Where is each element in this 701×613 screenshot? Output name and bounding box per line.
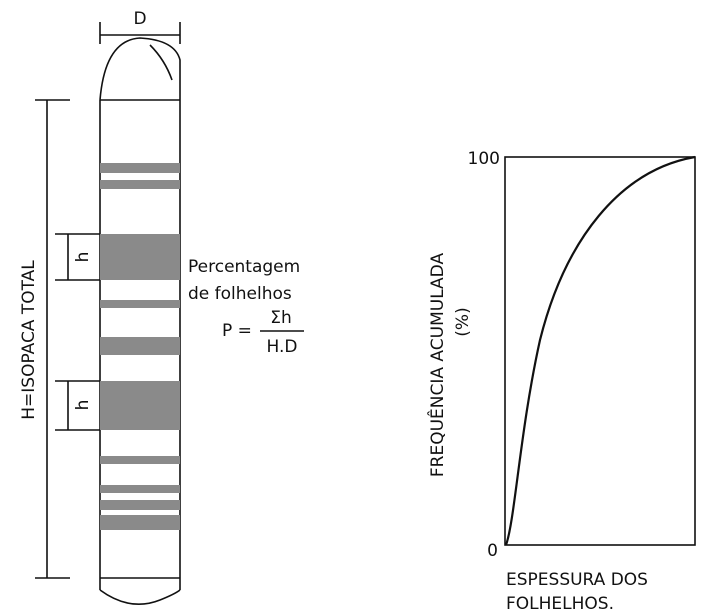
x-axis-label: FOLHELHOS. (506, 594, 614, 613)
x-axis-label: ESPESSURA DOS (506, 570, 648, 590)
diameter-dimension (99, 22, 181, 44)
y-axis-unit: (%) (453, 307, 473, 336)
shale-band (100, 300, 180, 308)
annotation-line: Percentagem (188, 257, 300, 277)
shale-band (100, 337, 180, 355)
shale-band (100, 234, 180, 280)
annotation-line: de folhelhos (188, 284, 292, 304)
core-bottom (99, 577, 181, 606)
shale-band (100, 456, 180, 464)
shale-band (100, 180, 180, 189)
bed-dimension (55, 233, 100, 281)
core-top (99, 37, 181, 101)
formula-denominator: H.D (267, 337, 298, 357)
core (99, 37, 181, 606)
bed-dimension (55, 380, 100, 431)
formula-numerator: Σh (270, 308, 292, 328)
shale-band (100, 163, 180, 173)
shale-band (100, 500, 180, 510)
shale-band (100, 381, 180, 430)
core-break (149, 44, 173, 81)
shale-band (100, 485, 180, 493)
height-label: H=ISOPACA TOTAL (19, 260, 39, 420)
diameter-label: D (133, 9, 146, 29)
formula-left: P = (222, 321, 252, 341)
cumulative-curve (504, 155, 696, 546)
y-top-label: 100 (468, 149, 500, 169)
origin-label: 0 (487, 541, 498, 561)
y-axis-label: FREQUÊNCIA ACUMULADA (426, 253, 448, 478)
shale-band (100, 515, 180, 530)
bed-label: h (73, 400, 93, 411)
bed-label: h (73, 252, 93, 263)
height-dimension (35, 99, 70, 579)
plot-frame (504, 156, 696, 546)
